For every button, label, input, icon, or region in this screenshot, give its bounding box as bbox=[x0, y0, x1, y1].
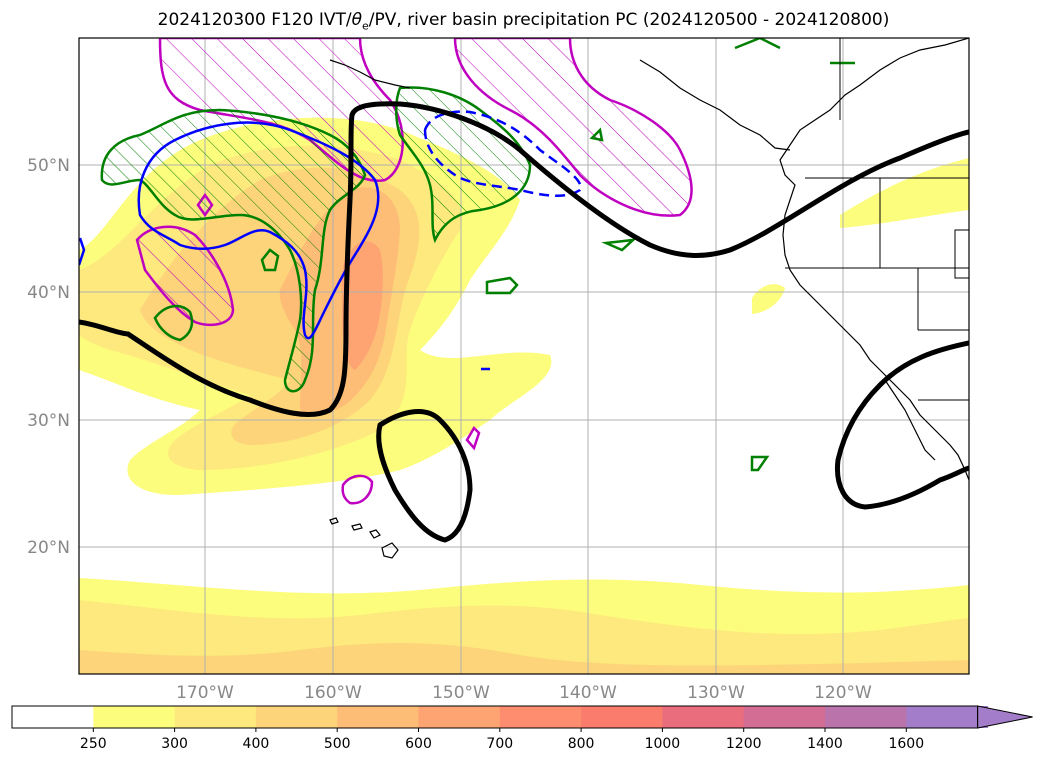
aleutian-islands bbox=[329, 59, 411, 89]
lat-label-20n: 20°N bbox=[27, 538, 70, 558]
colorbar-tick-label: 800 bbox=[568, 736, 595, 752]
alaska-coastline bbox=[639, 59, 791, 151]
colorbar-tick-label: 250 bbox=[80, 736, 107, 752]
colorbar-segment bbox=[174, 706, 257, 728]
colorbar-tick-label: 400 bbox=[243, 736, 270, 752]
colorbar-extend-arrow bbox=[977, 705, 1033, 729]
lon-label-140w: 140°W bbox=[559, 683, 617, 703]
ivt-tropical-band-core bbox=[79, 643, 969, 674]
colorbar-segment bbox=[906, 706, 989, 728]
pv-region-green-sw bbox=[153, 304, 194, 342]
lat-label-40n: 40°N bbox=[27, 283, 70, 303]
baja-california bbox=[884, 379, 936, 461]
blue-contour-edge bbox=[79, 237, 86, 266]
lon-label-130w: 130°W bbox=[687, 683, 745, 703]
colorbar-segment bbox=[255, 706, 338, 728]
ivt-plume-peak bbox=[341, 241, 383, 370]
hawaiian-islands bbox=[329, 517, 399, 559]
colorbar-border bbox=[11, 705, 979, 729]
lat-label-30n: 30°N bbox=[27, 411, 70, 431]
blue-contour-solid bbox=[137, 121, 380, 340]
colorbar: 250 300 400 500 600 700 800 1000 1200 1400 1600 bbox=[11, 705, 1033, 752]
lon-label-150w: 150°W bbox=[432, 683, 490, 703]
colorbar-tick-label: 300 bbox=[161, 736, 188, 752]
lat-label-50n: 50°N bbox=[27, 156, 70, 176]
theta-e-contour-east bbox=[834, 340, 969, 510]
colorbar-segment bbox=[743, 706, 826, 728]
colorbar-segment bbox=[825, 706, 907, 728]
colorbar-tick-label: 1200 bbox=[726, 736, 762, 752]
colorbar-tick-label: 500 bbox=[324, 736, 351, 752]
theta-e-contour-main bbox=[79, 101, 969, 418]
lon-label-170w: 170°W bbox=[176, 683, 234, 703]
colorbar-tick-label: 600 bbox=[405, 736, 432, 752]
colorbar-segment bbox=[93, 706, 176, 728]
map-frame bbox=[78, 37, 970, 675]
pv-region-magenta-sw bbox=[135, 225, 235, 327]
pv-region-green-small-1 bbox=[260, 248, 280, 272]
title-subscript: e bbox=[362, 19, 369, 33]
colorbar-segment bbox=[337, 706, 419, 728]
theta-e-contour-loop bbox=[376, 409, 473, 543]
lon-label-120w: 120°W bbox=[814, 683, 872, 703]
pv-region-green-small-3 bbox=[750, 455, 770, 472]
blue-contour-dashed bbox=[423, 110, 582, 198]
pv-region-green-top bbox=[734, 38, 781, 50]
political-boundaries bbox=[785, 38, 969, 401]
pv-region-magenta-ne bbox=[453, 38, 693, 217]
map-title: 2024120300 F120 IVT/θe/PV, river basin p… bbox=[0, 10, 1047, 32]
title-theta: θ bbox=[351, 10, 362, 30]
colorbar-tick-label: 700 bbox=[486, 736, 513, 752]
title-prefix: 2024120300 F120 IVT/ bbox=[157, 10, 352, 30]
lon-label-160w: 160°W bbox=[304, 683, 362, 703]
colorbar-segment bbox=[499, 706, 582, 728]
colorbar-segment bbox=[418, 706, 501, 728]
pv-region-magenta-small-2 bbox=[341, 474, 374, 505]
pv-region-green-upper bbox=[395, 86, 532, 244]
pv-region-green-small-2 bbox=[601, 238, 637, 252]
colorbar-tick-label: 1000 bbox=[645, 736, 681, 752]
map-content bbox=[79, 38, 969, 674]
title-suffix: /PV, river basin precipitation PC (20241… bbox=[368, 10, 890, 30]
pv-region-green-main bbox=[100, 108, 367, 393]
colorbar-tick-label: 1400 bbox=[807, 736, 843, 752]
ivt-coastal-patch bbox=[840, 158, 969, 228]
colorbar-segment bbox=[12, 706, 94, 728]
colorbar-tick-label: 1600 bbox=[888, 736, 924, 752]
pv-region-green-mid bbox=[485, 276, 519, 295]
pv-region-green-small-4 bbox=[589, 127, 604, 142]
colorbar-segment bbox=[662, 706, 745, 728]
colorbar-segment bbox=[581, 706, 663, 728]
pv-region-magenta-small-3 bbox=[465, 425, 481, 451]
north-america-coastline bbox=[779, 38, 969, 481]
